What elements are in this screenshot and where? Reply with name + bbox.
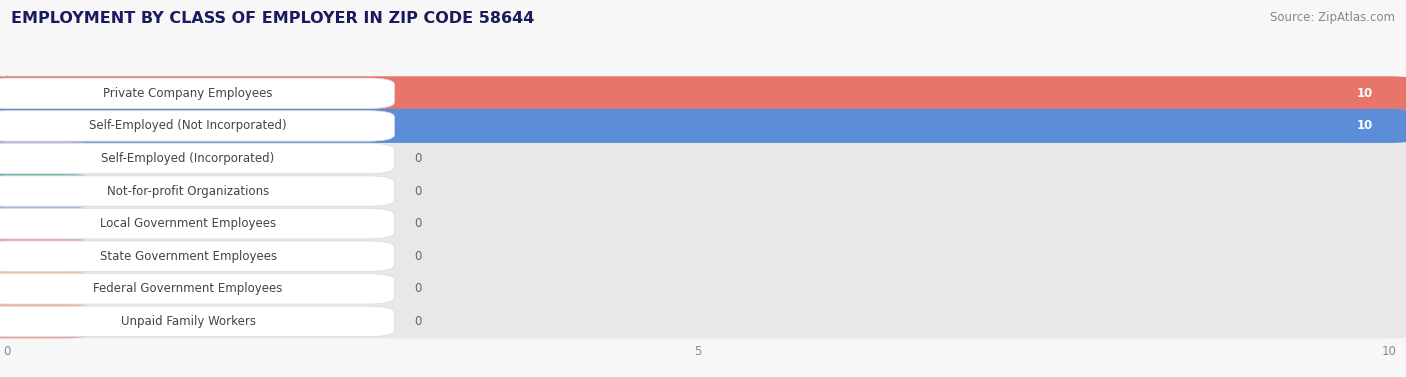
FancyBboxPatch shape [0,76,1406,110]
FancyBboxPatch shape [0,239,1406,273]
Text: 0: 0 [415,250,422,263]
FancyBboxPatch shape [0,306,394,337]
Text: 0: 0 [415,217,422,230]
Text: Unpaid Family Workers: Unpaid Family Workers [121,315,256,328]
FancyBboxPatch shape [0,304,97,339]
Text: 0: 0 [415,185,422,198]
Text: 10: 10 [1357,120,1372,132]
FancyBboxPatch shape [7,278,1389,299]
FancyBboxPatch shape [0,76,1406,110]
FancyBboxPatch shape [7,83,1389,104]
FancyBboxPatch shape [0,176,394,206]
FancyBboxPatch shape [0,111,394,141]
FancyBboxPatch shape [7,213,1389,234]
FancyBboxPatch shape [0,174,1406,208]
FancyBboxPatch shape [0,174,97,208]
FancyBboxPatch shape [0,274,394,304]
FancyBboxPatch shape [0,109,1406,143]
FancyBboxPatch shape [0,207,1406,241]
Text: 0: 0 [415,152,422,165]
FancyBboxPatch shape [0,141,1406,176]
FancyBboxPatch shape [0,239,97,273]
Text: Source: ZipAtlas.com: Source: ZipAtlas.com [1270,11,1395,24]
FancyBboxPatch shape [0,109,1406,143]
FancyBboxPatch shape [0,272,97,306]
FancyBboxPatch shape [7,115,1389,136]
FancyBboxPatch shape [0,141,97,176]
FancyBboxPatch shape [7,181,1389,202]
Text: Private Company Employees: Private Company Employees [103,87,273,100]
FancyBboxPatch shape [0,78,394,109]
FancyBboxPatch shape [0,143,394,174]
Text: 0: 0 [415,282,422,295]
Text: State Government Employees: State Government Employees [100,250,277,263]
FancyBboxPatch shape [0,272,1406,306]
FancyBboxPatch shape [0,207,97,241]
FancyBboxPatch shape [0,208,394,239]
Text: 0: 0 [415,315,422,328]
FancyBboxPatch shape [7,311,1389,332]
Text: Federal Government Employees: Federal Government Employees [93,282,283,295]
Text: EMPLOYMENT BY CLASS OF EMPLOYER IN ZIP CODE 58644: EMPLOYMENT BY CLASS OF EMPLOYER IN ZIP C… [11,11,534,26]
FancyBboxPatch shape [0,304,1406,339]
FancyBboxPatch shape [7,246,1389,267]
Text: 10: 10 [1357,87,1372,100]
FancyBboxPatch shape [0,241,394,271]
Text: Local Government Employees: Local Government Employees [100,217,276,230]
FancyBboxPatch shape [7,148,1389,169]
Text: Self-Employed (Not Incorporated): Self-Employed (Not Incorporated) [89,120,287,132]
Text: Not-for-profit Organizations: Not-for-profit Organizations [107,185,269,198]
Text: Self-Employed (Incorporated): Self-Employed (Incorporated) [101,152,274,165]
